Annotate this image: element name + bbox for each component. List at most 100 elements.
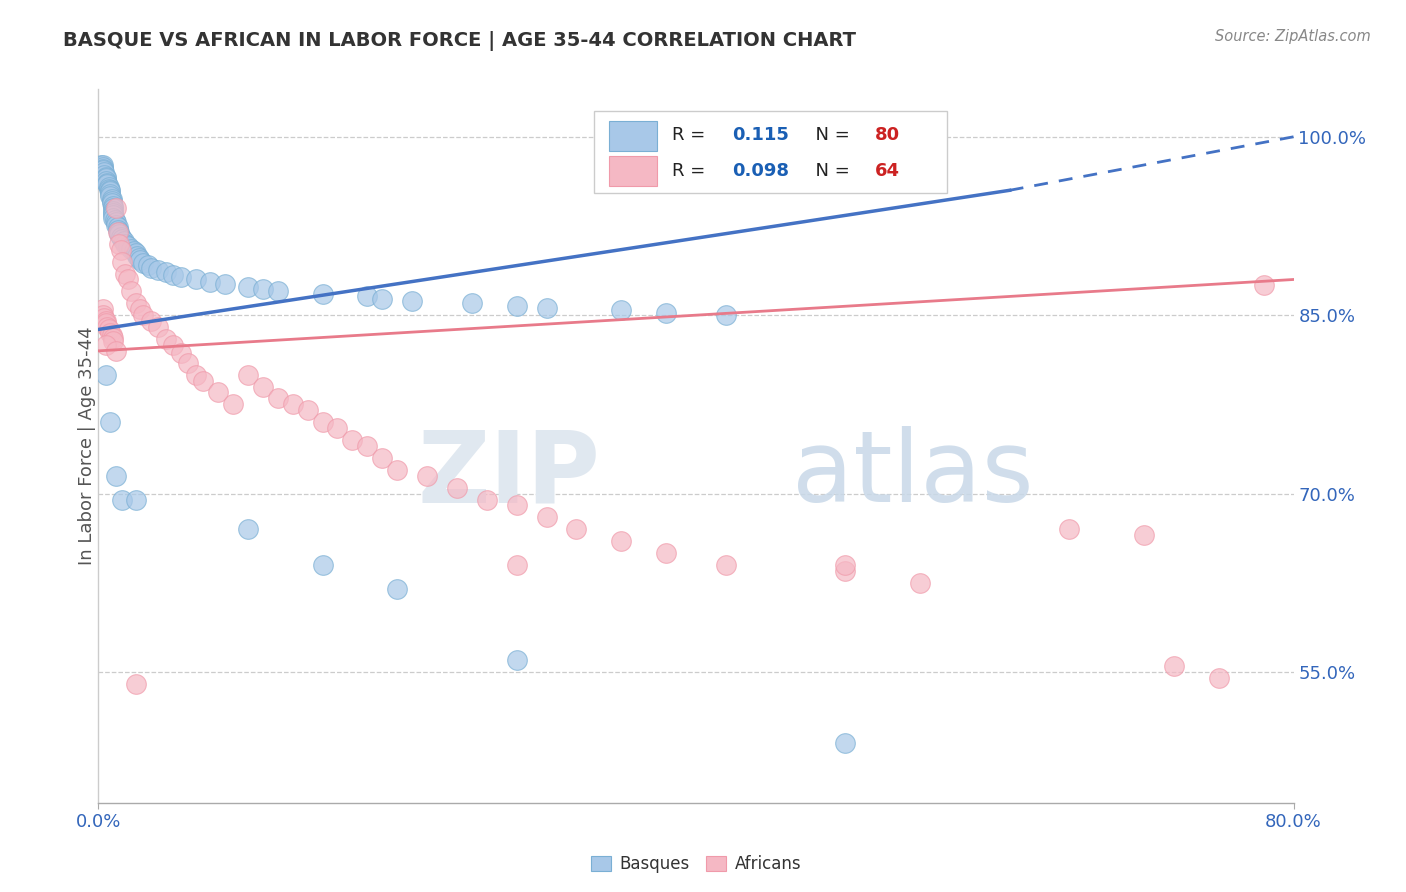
Point — [1208, 671, 1230, 685]
Point — [96, 178, 118, 192]
Point — [401, 293, 423, 308]
Point — [104, 213, 127, 227]
Point — [107, 225, 129, 239]
Point — [114, 267, 136, 281]
Point — [103, 199, 125, 213]
Point — [356, 289, 378, 303]
Point — [207, 385, 229, 400]
Point — [506, 299, 529, 313]
Point — [111, 254, 134, 268]
Point — [103, 331, 125, 345]
Point — [148, 263, 170, 277]
Point — [91, 160, 114, 174]
Point — [184, 368, 207, 382]
Point — [184, 272, 207, 286]
Point — [98, 186, 122, 201]
Point — [101, 328, 124, 343]
Point — [101, 194, 124, 208]
Point — [655, 306, 678, 320]
Point — [91, 308, 114, 322]
Text: 0.115: 0.115 — [733, 126, 789, 144]
Point — [94, 174, 117, 188]
Point — [536, 510, 558, 524]
Point — [385, 463, 409, 477]
Point — [714, 558, 737, 572]
Point — [114, 236, 136, 251]
Point — [129, 302, 152, 317]
Point — [110, 229, 132, 244]
Point — [214, 277, 236, 292]
Point — [117, 239, 139, 253]
Text: atlas: atlas — [792, 426, 1033, 523]
Text: N =: N = — [804, 161, 855, 179]
Point — [93, 310, 115, 325]
Point — [610, 303, 633, 318]
Point — [252, 379, 274, 393]
Point — [124, 244, 146, 258]
Point — [655, 546, 678, 560]
Point — [371, 450, 394, 465]
Text: BASQUE VS AFRICAN IN LABOR FORCE | AGE 35-44 CORRELATION CHART: BASQUE VS AFRICAN IN LABOR FORCE | AGE 3… — [63, 31, 856, 51]
Point — [111, 492, 134, 507]
Point — [908, 575, 931, 590]
Point — [120, 242, 142, 256]
Point — [267, 392, 290, 406]
Point — [446, 481, 468, 495]
Y-axis label: In Labor Force | Age 35-44: In Labor Force | Age 35-44 — [79, 326, 96, 566]
Point — [101, 192, 124, 206]
Point — [105, 343, 128, 358]
FancyBboxPatch shape — [609, 155, 657, 186]
Text: R =: R = — [672, 161, 711, 179]
Point — [371, 292, 394, 306]
Point — [107, 222, 129, 236]
Point — [475, 492, 498, 507]
Point — [714, 308, 737, 322]
Point — [94, 317, 117, 331]
Point — [834, 736, 856, 750]
Point — [610, 534, 633, 549]
Point — [105, 468, 128, 483]
Point — [108, 225, 131, 239]
Point — [385, 582, 409, 596]
Point — [162, 268, 184, 282]
Point — [112, 235, 135, 249]
Point — [236, 368, 259, 382]
Point — [98, 185, 122, 199]
Point — [94, 314, 117, 328]
Point — [91, 158, 114, 172]
Point — [127, 249, 149, 263]
Point — [129, 253, 152, 268]
Point — [506, 653, 529, 667]
Text: 64: 64 — [875, 161, 900, 179]
Point — [110, 243, 132, 257]
Point — [96, 176, 118, 190]
Point — [461, 296, 484, 310]
Point — [105, 218, 128, 232]
Point — [105, 215, 128, 229]
Text: ZIP: ZIP — [418, 426, 600, 523]
Point — [834, 564, 856, 578]
Point — [97, 182, 120, 196]
Point — [96, 320, 118, 334]
Point — [93, 165, 115, 179]
Point — [91, 161, 114, 176]
Point — [108, 236, 131, 251]
Point — [506, 558, 529, 572]
Point — [506, 499, 529, 513]
Point — [834, 558, 856, 572]
Point — [91, 163, 114, 178]
Point — [125, 677, 148, 691]
Point — [94, 171, 117, 186]
Point — [236, 522, 259, 536]
Text: R =: R = — [672, 126, 711, 144]
Point — [169, 346, 191, 360]
Point — [136, 258, 159, 272]
Point — [311, 286, 333, 301]
Point — [236, 279, 259, 293]
Point — [252, 282, 274, 296]
Point — [1059, 522, 1081, 536]
Point — [103, 203, 125, 218]
FancyBboxPatch shape — [609, 121, 657, 152]
Point — [108, 227, 131, 242]
Point — [98, 189, 122, 203]
